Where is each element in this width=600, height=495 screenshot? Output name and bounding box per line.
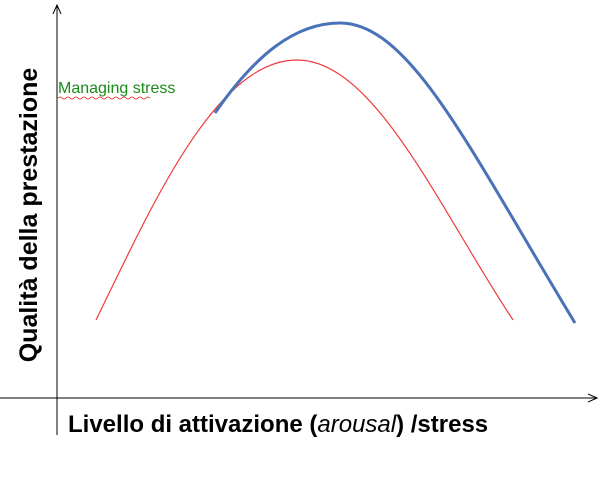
managed-curve	[213, 21, 577, 324]
performance-curve	[95, 59, 514, 321]
x-label-italic: arousal	[317, 411, 396, 438]
x-axis-label: Livello di attivazione (arousal) /stress	[68, 411, 488, 438]
y-axis-label: Qualità della prestazione	[15, 68, 43, 363]
annotation: Managing stress	[58, 80, 175, 97]
spellcheck-underline	[57, 96, 151, 100]
x-label-part: ) /stress	[396, 411, 488, 438]
x-label-part: Livello di attivazione (	[68, 411, 317, 438]
